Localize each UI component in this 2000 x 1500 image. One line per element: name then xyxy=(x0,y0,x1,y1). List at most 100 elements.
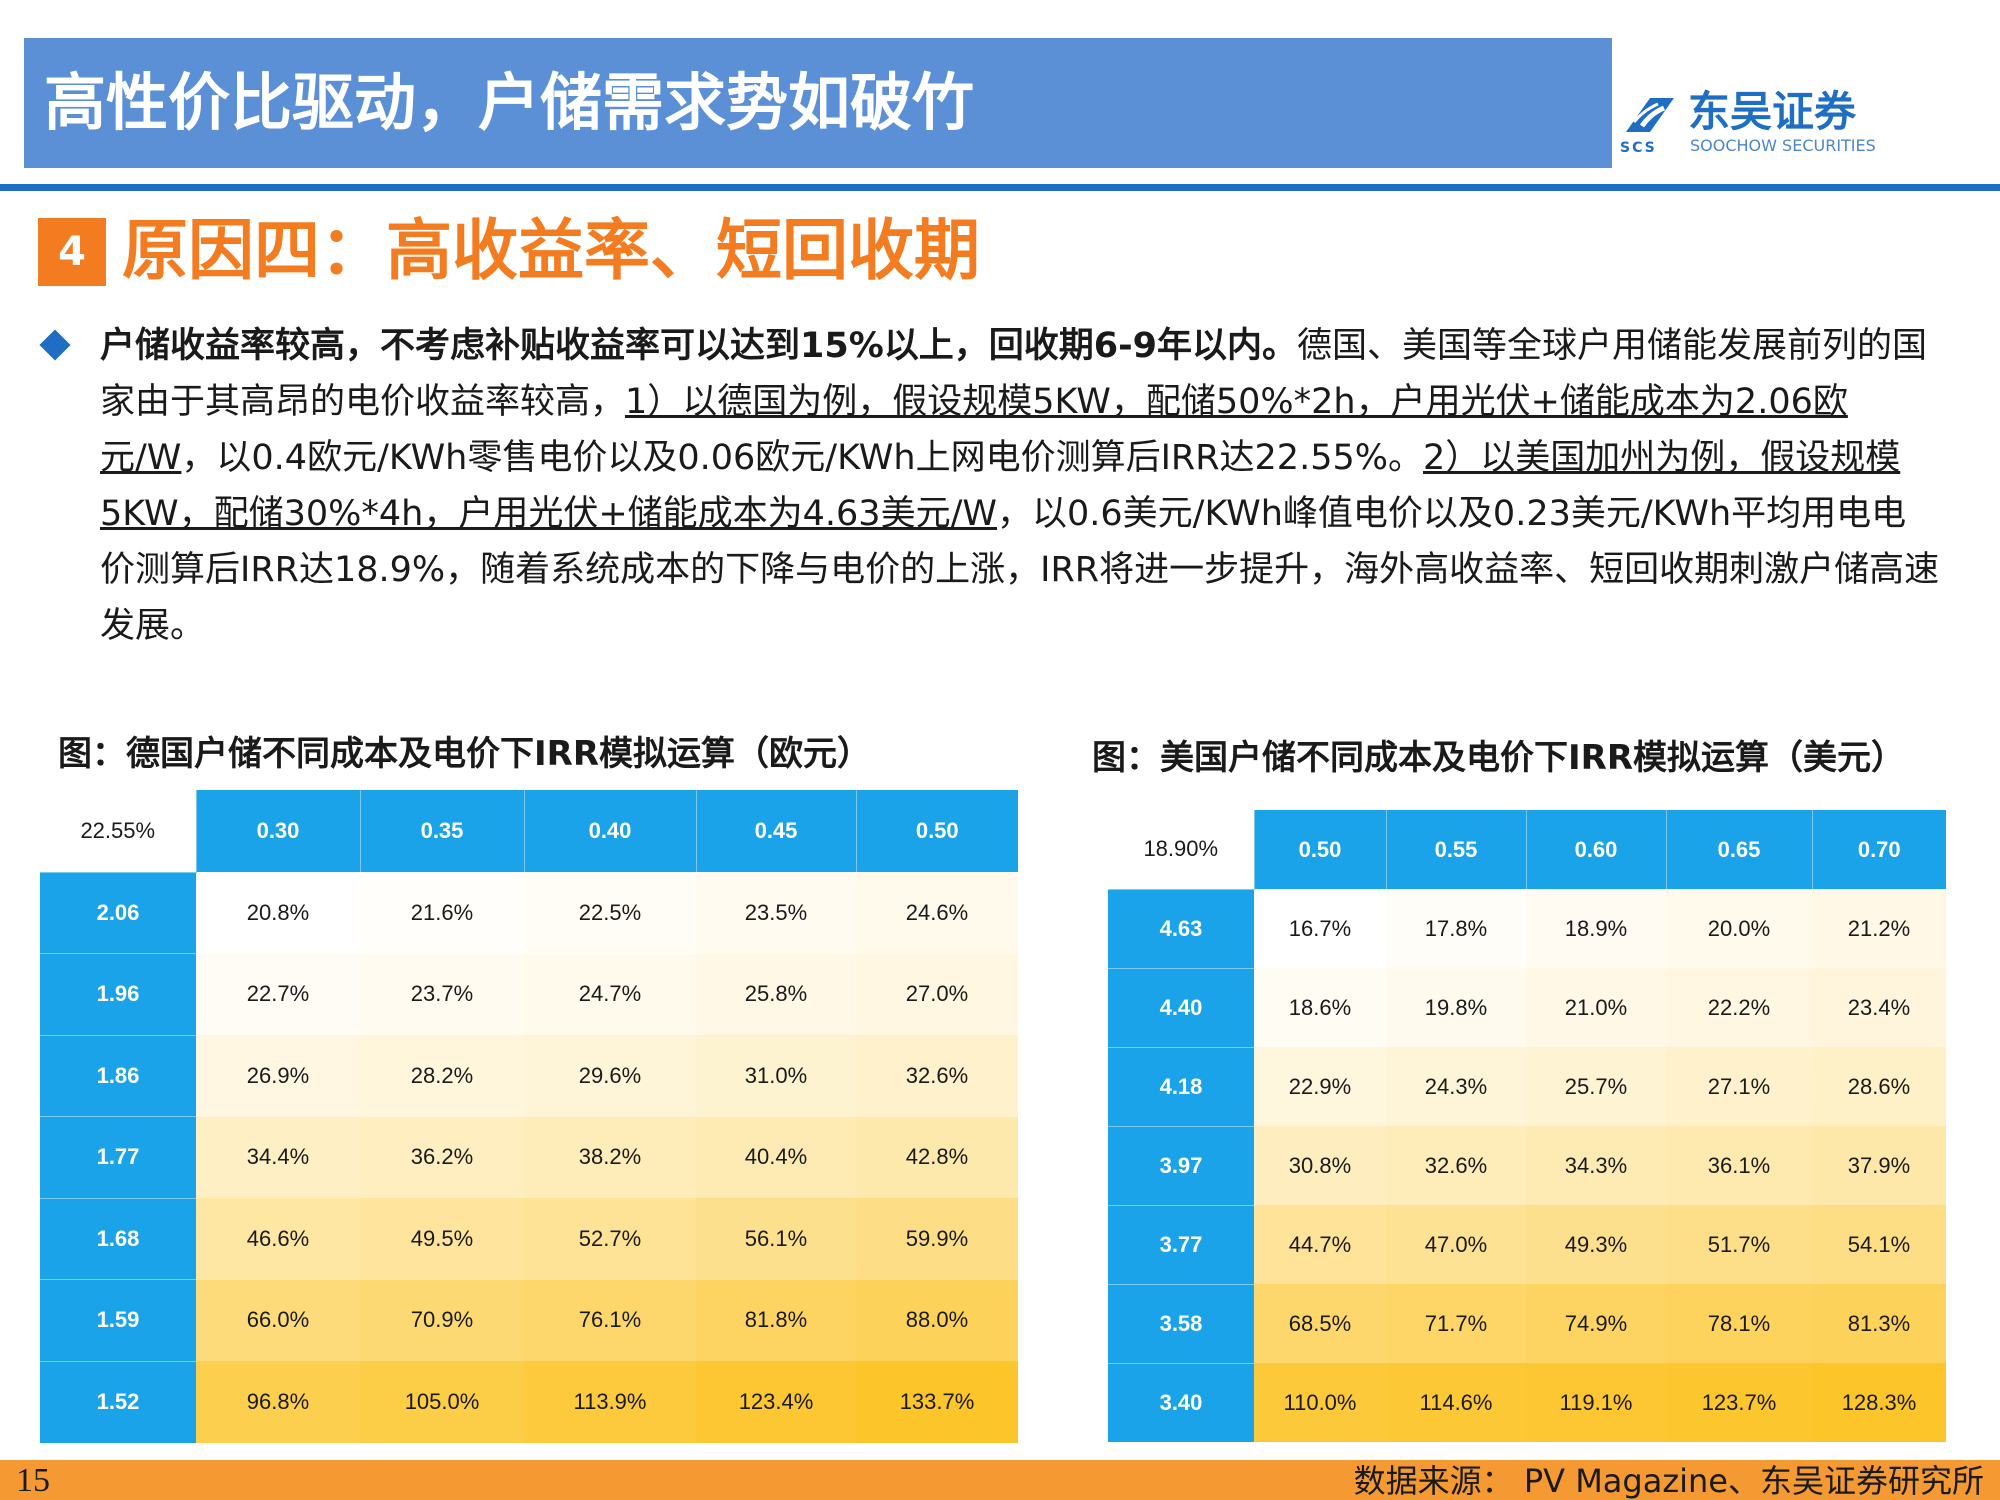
irr-cell: 38.2% xyxy=(524,1116,696,1198)
table-row: 4.40 18.6% 19.8% 21.0% 22.2% 23.4% xyxy=(1108,967,1946,1047)
logo-english-name: SOOCHOW SECURITIES xyxy=(1690,136,1876,155)
irr-cell: 96.8% xyxy=(196,1361,360,1443)
irr-cell: 30.8% xyxy=(1254,1126,1386,1205)
row-header: 2.06 xyxy=(40,871,196,954)
irr-cell: 51.7% xyxy=(1666,1205,1812,1284)
irr-cell: 71.7% xyxy=(1386,1284,1526,1363)
irr-cell: 59.9% xyxy=(856,1198,1018,1280)
irr-cell: 27.1% xyxy=(1666,1047,1812,1126)
irr-cell: 133.7% xyxy=(856,1361,1018,1443)
irr-cell: 17.8% xyxy=(1386,889,1526,968)
paragraph-us-assumption: 2）以美国加州为例，假设规模5KW，配储30%*4h，户用光伏+储能成本为4.6… xyxy=(100,438,1901,534)
irr-cell: 28.2% xyxy=(360,1035,524,1117)
irr-cell: 18.9% xyxy=(1526,889,1666,968)
irr-cell: 110.0% xyxy=(1254,1363,1386,1442)
irr-cell: 114.6% xyxy=(1386,1363,1526,1442)
irr-cell: 21.6% xyxy=(360,872,524,954)
row-header: 1.68 xyxy=(40,1197,196,1280)
row-header: 1.77 xyxy=(40,1116,196,1198)
table-corner-value: 22.55% xyxy=(40,790,196,872)
irr-cell: 68.5% xyxy=(1254,1284,1386,1363)
irr-cell: 24.6% xyxy=(856,872,1018,954)
row-header: 4.40 xyxy=(1108,967,1254,1047)
column-header: 0.50 xyxy=(1253,810,1386,889)
paragraph-text-3: ，以0.6美元/KWh峰值电价以及0.23美元/KWh平均用电电价测算后IRR达… xyxy=(100,494,1940,646)
irr-cell: 23.5% xyxy=(696,872,856,954)
data-source: 数据来源： PV Magazine、东吴证券研究所 xyxy=(1353,1462,1984,1500)
table-row: 1.68 46.6% 49.5% 52.7% 56.1% 59.9% xyxy=(40,1197,1018,1280)
us-irr-table: 18.90% 0.50 0.55 0.60 0.65 0.70 4.63 16.7% 17.8%… xyxy=(1108,810,1946,1442)
section-number-badge: 4 xyxy=(38,218,106,286)
irr-cell: 49.5% xyxy=(360,1198,524,1280)
irr-cell: 78.1% xyxy=(1666,1284,1812,1363)
irr-cell: 18.6% xyxy=(1254,968,1386,1047)
irr-cell: 32.6% xyxy=(1386,1126,1526,1205)
irr-cell: 81.3% xyxy=(1812,1284,1946,1363)
column-header: 0.65 xyxy=(1665,810,1812,889)
irr-cell: 24.7% xyxy=(524,953,696,1035)
irr-cell: 21.0% xyxy=(1526,968,1666,1047)
irr-cell: 46.6% xyxy=(196,1198,360,1280)
diamond-bullet-icon xyxy=(39,329,71,361)
irr-cell: 119.1% xyxy=(1526,1363,1666,1442)
table-row: 1.52 96.8% 105.0% 113.9% 123.4% 133.7% xyxy=(40,1360,1018,1443)
irr-cell: 27.0% xyxy=(856,953,1018,1035)
row-header: 3.58 xyxy=(1108,1283,1254,1363)
irr-cell: 25.7% xyxy=(1526,1047,1666,1126)
irr-cell: 22.7% xyxy=(196,953,360,1035)
irr-cell: 23.7% xyxy=(360,953,524,1035)
row-header: 1.52 xyxy=(40,1360,196,1443)
paragraph-germany-assumption: 1）以德国为例，假设规模5KW，配储50%*2h，户用光伏+储能成本为2.06欧… xyxy=(100,382,1848,478)
irr-cell: 34.3% xyxy=(1526,1126,1666,1205)
irr-cell: 36.1% xyxy=(1666,1126,1812,1205)
irr-cell: 19.8% xyxy=(1386,968,1526,1047)
irr-cell: 26.9% xyxy=(196,1035,360,1117)
irr-cell: 42.8% xyxy=(856,1116,1018,1198)
column-header: 0.30 xyxy=(195,790,360,872)
logo-abbr: SCS xyxy=(1620,140,1657,156)
irr-cell: 16.7% xyxy=(1254,889,1386,968)
irr-cell: 81.8% xyxy=(696,1279,856,1361)
table-row: 1.96 22.7% 23.7% 24.7% 25.8% 27.0% xyxy=(40,953,1018,1035)
irr-cell: 28.6% xyxy=(1812,1047,1946,1126)
header-divider xyxy=(0,184,2000,191)
row-header: 3.97 xyxy=(1108,1125,1254,1205)
table-row: 1.77 34.4% 36.2% 38.2% 40.4% 42.8% xyxy=(40,1116,1018,1198)
irr-cell: 105.0% xyxy=(360,1361,524,1443)
irr-cell: 34.4% xyxy=(196,1116,360,1198)
irr-cell: 52.7% xyxy=(524,1198,696,1280)
irr-cell: 88.0% xyxy=(856,1279,1018,1361)
footer-band xyxy=(0,1460,2000,1500)
irr-cell: 47.0% xyxy=(1386,1205,1526,1284)
irr-cell: 29.6% xyxy=(524,1035,696,1117)
row-header: 4.18 xyxy=(1108,1046,1254,1126)
irr-cell: 20.8% xyxy=(196,872,360,954)
logo-chinese-name: 东吴证券 xyxy=(1688,87,1857,136)
column-header: 0.60 xyxy=(1525,810,1666,889)
irr-cell: 128.3% xyxy=(1812,1363,1946,1442)
table-corner-value: 18.90% xyxy=(1108,810,1254,889)
table-row: 1.86 26.9% 28.2% 29.6% 31.0% 32.6% xyxy=(40,1034,1018,1117)
page-number: 15 xyxy=(16,1462,50,1499)
germany-table-title: 图：德国户储不同成本及电价下IRR模拟运算（欧元） xyxy=(58,734,872,774)
irr-cell: 74.9% xyxy=(1526,1284,1666,1363)
irr-cell: 40.4% xyxy=(696,1116,856,1198)
row-header: 3.77 xyxy=(1108,1204,1254,1284)
germany-irr-table: 22.55% 0.30 0.35 0.40 0.45 0.50 2.06 20.8% 21.6%… xyxy=(40,790,1018,1443)
irr-cell: 44.7% xyxy=(1254,1205,1386,1284)
irr-cell: 49.3% xyxy=(1526,1205,1666,1284)
irr-cell: 54.1% xyxy=(1812,1205,1946,1284)
section-title: 原因四：高收益率、短回收期 xyxy=(122,212,980,289)
table-row: 3.40 110.0% 114.6% 119.1% 123.7% 128.3% xyxy=(1108,1362,1946,1442)
table-row: 4.18 22.9% 24.3% 25.7% 27.1% 28.6% xyxy=(1108,1046,1946,1126)
irr-cell: 20.0% xyxy=(1666,889,1812,968)
table-row: 1.59 66.0% 70.9% 76.1% 81.8% 88.0% xyxy=(40,1279,1018,1361)
irr-cell: 31.0% xyxy=(696,1035,856,1117)
irr-cell: 22.9% xyxy=(1254,1047,1386,1126)
irr-cell: 123.4% xyxy=(696,1361,856,1443)
irr-cell: 123.7% xyxy=(1666,1363,1812,1442)
page-title: 高性价比驱动，户储需求势如破竹 xyxy=(44,66,975,139)
irr-cell: 76.1% xyxy=(524,1279,696,1361)
irr-cell: 23.4% xyxy=(1812,968,1946,1047)
column-header: 0.40 xyxy=(523,790,696,872)
